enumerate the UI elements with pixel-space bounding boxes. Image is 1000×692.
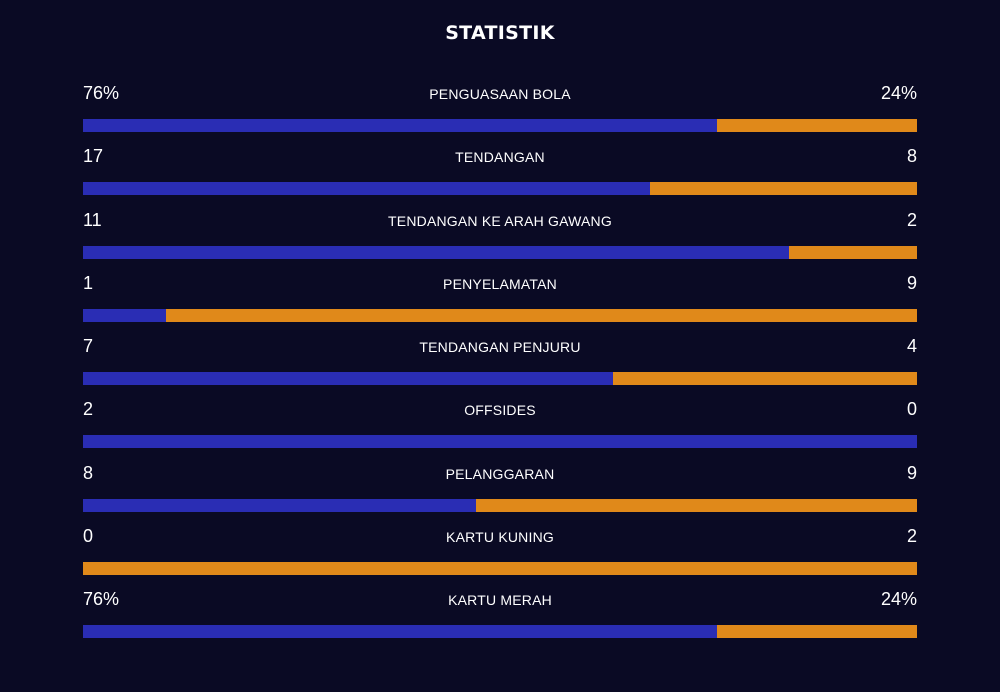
stat-label: OFFSIDES (464, 402, 536, 419)
home-value: 8 (83, 462, 94, 483)
stat-label: PENYELAMATAN (443, 275, 557, 292)
stat-row: 76% KARTU MERAH 24% (83, 586, 917, 649)
stats-list: 76% PENGUASAAN BOLA 24% 17 TENDANGAN 8 11 TENDA… (83, 80, 917, 650)
stat-label: PENGUASAAN BOLA (429, 86, 571, 102)
away-value: 9 (906, 272, 917, 293)
away-value: 4 (906, 336, 917, 357)
comparison-bar (83, 245, 917, 259)
stat-row: 2 OFFSIDES 0 (83, 396, 917, 459)
home-bar-segment (83, 182, 651, 196)
home-value: 0 (83, 526, 94, 547)
comparison-bar (83, 625, 917, 639)
stat-label: KARTU KUNING (446, 529, 554, 546)
away-bar-segment (788, 245, 917, 259)
away-bar-segment (613, 372, 917, 386)
comparison-bar (83, 498, 917, 512)
home-value: 11 (83, 209, 102, 230)
stat-row: 11 TENDANGAN KE ARAH GAWANG 2 (83, 207, 917, 270)
stat-label: PELANGGARAN (445, 465, 555, 482)
stat-row: 17 TENDANGAN 8 (83, 143, 917, 206)
stat-row: 8 PELANGGARAN 9 (83, 460, 917, 523)
away-bar-segment (83, 562, 917, 576)
away-bar-segment (475, 498, 917, 512)
comparison-bar (83, 182, 917, 196)
comparison-bar (83, 435, 917, 449)
home-bar-segment (83, 308, 167, 322)
home-value: 1 (83, 272, 94, 293)
home-value: 76% (83, 589, 120, 610)
away-value: 24% (880, 589, 917, 610)
home-value: 76% (83, 83, 120, 103)
home-bar-segment (83, 245, 789, 259)
stat-label: TENDANGAN KE ARAH GAWANG (388, 212, 612, 229)
away-value: 24% (880, 83, 917, 103)
away-value: 2 (906, 209, 917, 230)
stat-row: 7 TENDANGAN PENJURU 4 (83, 333, 917, 396)
away-bar-segment (650, 182, 917, 196)
stats-title: STATISTIK (445, 22, 555, 44)
away-bar-segment (166, 308, 917, 322)
home-bar-segment (83, 625, 717, 639)
home-bar-segment (83, 435, 917, 449)
home-value: 2 (83, 399, 94, 420)
away-bar-segment (716, 625, 917, 639)
home-value: 17 (83, 146, 104, 167)
home-bar-segment (83, 498, 476, 512)
away-value: 9 (906, 462, 917, 483)
stat-row: 76% PENGUASAAN BOLA 24% (83, 80, 917, 143)
away-value: 8 (906, 146, 917, 167)
stat-row: 0 KARTU KUNING 2 (83, 523, 917, 586)
stat-label: KARTU MERAH (448, 592, 552, 609)
home-value: 7 (83, 336, 94, 357)
stat-row: 1 PENYELAMATAN 9 (83, 270, 917, 333)
comparison-bar (83, 119, 917, 132)
comparison-bar (83, 308, 917, 322)
stat-label: TENDANGAN (455, 149, 545, 166)
comparison-bar (83, 562, 917, 576)
home-bar-segment (83, 119, 717, 132)
home-bar-segment (83, 372, 614, 386)
comparison-bar (83, 372, 917, 386)
away-bar-segment (716, 119, 917, 132)
away-value: 2 (906, 526, 917, 547)
away-value: 0 (906, 399, 917, 420)
stat-label: TENDANGAN PENJURU (419, 339, 581, 356)
